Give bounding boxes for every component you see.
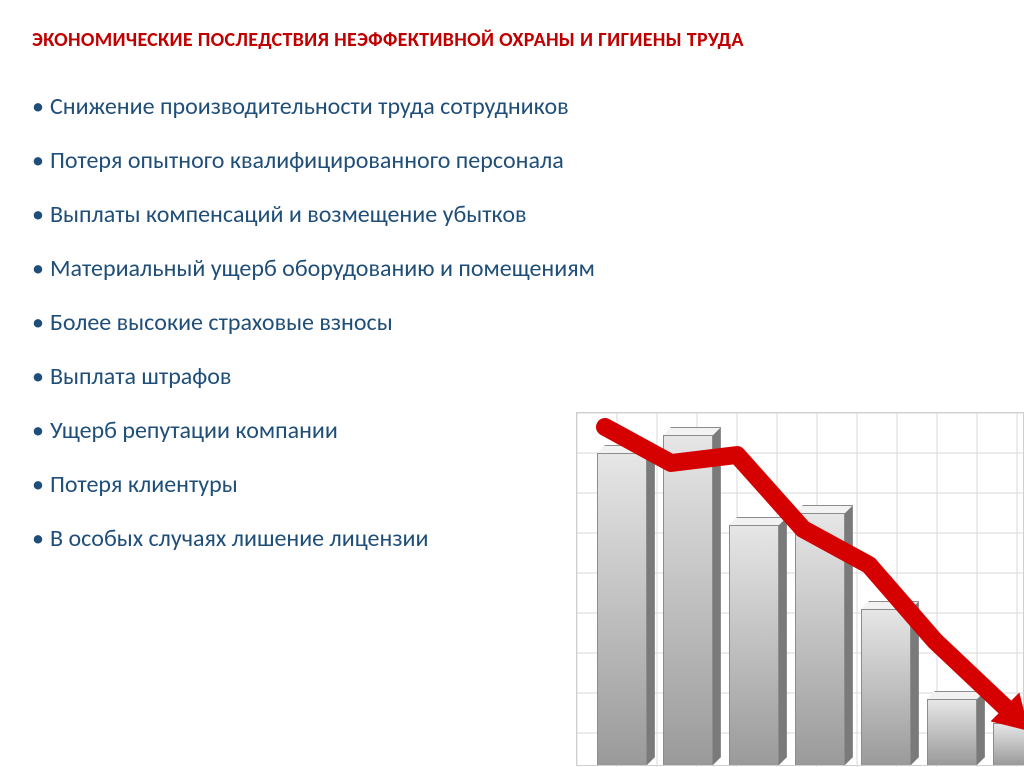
bullet-text: Выплаты компенсаций и возмещение убытков xyxy=(50,200,526,229)
chart-bar xyxy=(597,453,647,765)
list-item: Снижение производительности труда сотруд… xyxy=(32,92,992,122)
list-item: Выплата штрафов xyxy=(32,362,992,392)
chart-bar xyxy=(861,609,911,765)
chart-bar xyxy=(663,435,713,765)
declining-bar-chart xyxy=(576,412,1024,766)
slide: ЭКОНОМИЧЕСКИЕ ПОСЛЕДСТВИЯ НЕЭФФЕКТИВНОЙ … xyxy=(0,0,1024,766)
slide-title: ЭКОНОМИЧЕСКИЕ ПОСЛЕДСТВИЯ НЕЭФФЕКТИВНОЙ … xyxy=(32,28,992,52)
list-item: Выплаты компенсаций и возмещение убытков xyxy=(32,200,992,230)
bullet-text: Выплата штрафов xyxy=(50,362,231,391)
list-item: Более высокие страховые взносы xyxy=(32,308,992,338)
bullet-text: Потеря опытного квалифицированного персо… xyxy=(50,146,564,175)
bullet-text: В особых случаях лишение лицензии xyxy=(50,524,428,553)
list-item: Материальный ущерб оборудованию и помеще… xyxy=(32,254,992,284)
bullet-text: Потеря клиентуры xyxy=(50,470,238,499)
chart-bar xyxy=(795,513,845,765)
bullet-text: Более высокие страховые взносы xyxy=(50,308,393,337)
list-item: Потеря опытного квалифицированного персо… xyxy=(32,146,992,176)
chart-bars xyxy=(577,413,1023,765)
bullet-text: Материальный ущерб оборудованию и помеще… xyxy=(50,254,595,283)
bullet-text: Снижение производительности труда сотруд… xyxy=(50,92,569,121)
bullet-text: Ущерб репутации компании xyxy=(50,416,338,445)
chart-bar xyxy=(729,525,779,765)
chart-bar xyxy=(993,723,1024,765)
chart-bar xyxy=(927,699,977,765)
